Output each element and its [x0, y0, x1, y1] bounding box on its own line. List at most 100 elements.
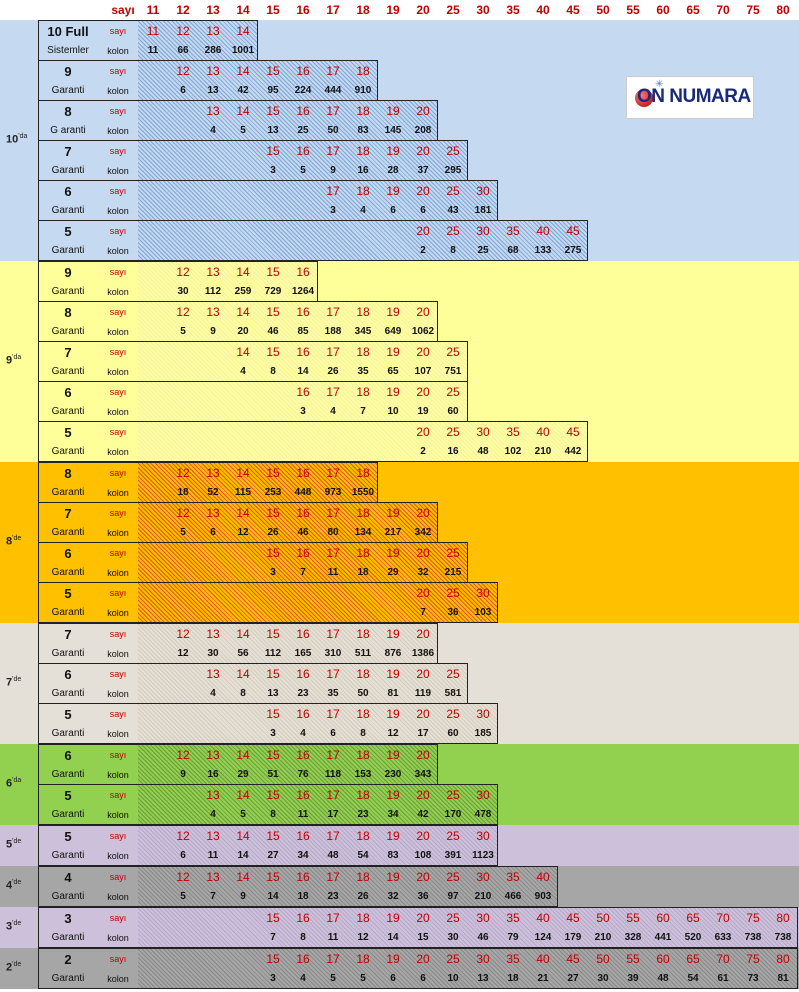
kolon-cell: 4: [210, 809, 216, 820]
number-cell: 17: [326, 707, 340, 721]
hatched-fill: [138, 624, 437, 663]
ball-icon: [635, 89, 653, 107]
kolon-cell: 36: [417, 891, 429, 902]
block-subtitle: Garanti: [51, 326, 85, 337]
number-cell: 25: [446, 788, 460, 802]
number-cell: 13: [206, 748, 220, 762]
kolon-cell: 112: [264, 648, 282, 659]
block-title: 2: [64, 952, 72, 967]
number-cell: 30: [476, 224, 490, 238]
number-cell: 19: [386, 546, 400, 560]
kolon-cell: 13: [267, 688, 279, 699]
guarantee-block: 4 Garanti sayı kolon 12 5 13 7 14 9 15 14 16 18 17 23 18…: [38, 866, 558, 907]
number-cell: 17: [326, 748, 340, 762]
header-col-19: 19: [386, 3, 400, 17]
kolon-cell: 18: [177, 487, 189, 498]
kolon-cell: 973: [324, 487, 342, 498]
kolon-cell: 13: [477, 973, 489, 984]
block-title: 5: [64, 586, 72, 601]
kolon-cell: 7: [360, 406, 366, 417]
number-cell: 16: [296, 345, 310, 359]
number-cell: 17: [326, 506, 340, 520]
kolon-cell: 442: [564, 446, 582, 457]
kolon-cell: 29: [387, 567, 399, 578]
number-cell: 16: [296, 627, 310, 641]
block-subtitle: Garanti: [51, 932, 85, 943]
number-cell: 18: [356, 627, 370, 641]
guarantee-block: 6 Garanti sayı kolon 15 3 16 7 17 11 18 18 19 29 20 32 2…: [38, 542, 468, 583]
band-label: 9'da: [6, 354, 21, 367]
kolon-cell: 54: [687, 973, 699, 984]
kolon-cell: 14: [237, 850, 249, 861]
number-cell: 18: [356, 64, 370, 78]
number-cell: 13: [206, 466, 220, 480]
number-cell: 70: [716, 911, 730, 925]
number-cell: 18: [356, 788, 370, 802]
kolon-cell: 18: [357, 567, 369, 578]
number-cell: 14: [236, 24, 250, 38]
number-cell: 18: [356, 911, 370, 925]
kolon-cell: 48: [327, 850, 339, 861]
block-subtitle: Garanti: [51, 809, 85, 820]
number-cell: 20: [416, 707, 430, 721]
kolon-cell: 188: [324, 326, 342, 337]
number-cell: 19: [386, 911, 400, 925]
band-label: 5'de: [6, 838, 21, 851]
number-cell: 25: [446, 546, 460, 560]
band-label-number: 6: [6, 777, 13, 790]
number-cell: 19: [386, 345, 400, 359]
guarantee-block: 7 Garanti sayı kolon 14 4 15 8 16 14 17 26 18 35 19 65 2…: [38, 341, 468, 382]
kolon-cell: 581: [444, 688, 462, 699]
guarantee-block: 3 Garanti sayı kolon 15 7 16 8 17 11 18 12 19 14 20 15 2…: [38, 907, 798, 948]
number-cell: 20: [416, 104, 430, 118]
hatched-fill: [138, 21, 257, 60]
number-cell: 15: [266, 305, 280, 319]
kolon-cell: 12: [387, 728, 399, 739]
kolon-cell: 54: [357, 850, 369, 861]
kolon-cell: 11: [327, 567, 339, 578]
band-label: 2'de: [6, 961, 21, 974]
kolon-cell: 295: [444, 165, 462, 176]
number-cell: 25: [446, 345, 460, 359]
hatched-fill: [138, 826, 497, 865]
guarantee-block: 7 Garanti sayı kolon 12 12 13 30 14 56 15 112 16 165 1…: [38, 623, 438, 664]
kolon-cell: 342: [414, 527, 432, 538]
header-col-30: 30: [476, 3, 490, 17]
hatched-fill: [138, 867, 557, 906]
kolon-cell: 4: [210, 688, 216, 699]
kolon-cell: 738: [744, 932, 762, 943]
number-cell: 18: [356, 952, 370, 966]
number-cell: 12: [176, 627, 190, 641]
number-cell: 20: [416, 748, 430, 762]
kolon-cell: 46: [477, 932, 489, 943]
number-cell: 14: [236, 466, 250, 480]
guarantee-block: 5 Garanti sayı kolon 20 7 25 36 30 103: [38, 582, 498, 623]
number-cell: 12: [176, 829, 190, 843]
number-cell: 60: [656, 911, 670, 925]
kolon-cell: 56: [237, 648, 249, 659]
row-label-sayi: sayı: [109, 106, 127, 116]
hatched-fill: [138, 422, 587, 461]
hatched-fill: [138, 745, 437, 784]
row-label-kolon: kolon: [107, 729, 129, 739]
kolon-cell: 79: [507, 932, 519, 943]
kolon-cell: 6: [330, 728, 336, 739]
number-cell: 12: [176, 265, 190, 279]
header-col-17: 17: [326, 3, 340, 17]
number-cell: 15: [266, 952, 280, 966]
number-cell: 30: [476, 425, 490, 439]
number-cell: 25: [446, 586, 460, 600]
kolon-cell: 11: [297, 809, 309, 820]
band-label-suffix: 'de: [12, 919, 22, 927]
kolon-cell: 28: [387, 165, 399, 176]
block-subtitle: Garanti: [51, 567, 85, 578]
kolon-cell: 6: [180, 85, 186, 96]
kolon-cell: 8: [450, 245, 456, 256]
kolon-cell: 32: [417, 567, 429, 578]
spark-icon: ✳: [655, 79, 664, 90]
kolon-cell: 19: [417, 406, 429, 417]
number-cell: 18: [356, 184, 370, 198]
block-subtitle: Garanti: [51, 769, 85, 780]
number-cell: 13: [206, 667, 220, 681]
guarantee-block: 5 Garanti sayı kolon 20 2 25 8 30 25 35 68 40 133 45 27…: [38, 220, 588, 261]
